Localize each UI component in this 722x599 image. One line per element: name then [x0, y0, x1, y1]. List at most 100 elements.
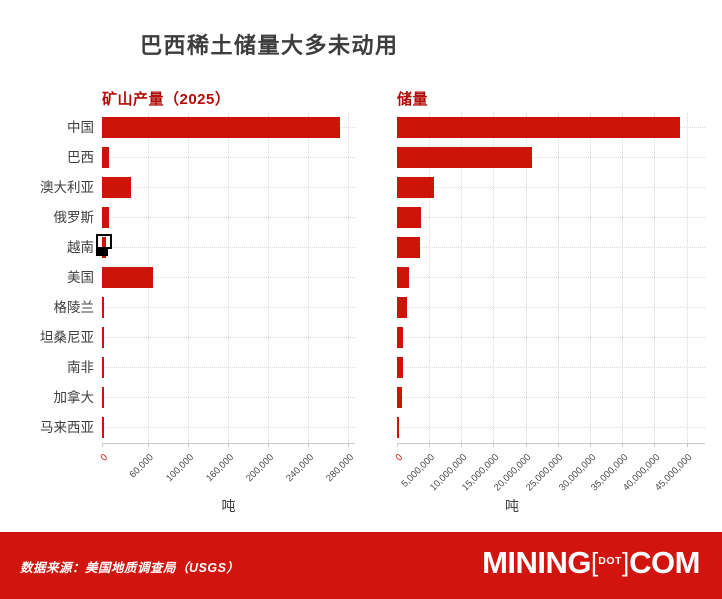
production-chart: 0 60,000 100,000 160,000 200,000 240,000 280,0… — [96, 113, 356, 505]
vertical-gridline — [347, 113, 349, 443]
country-label: 俄罗斯 — [53, 210, 95, 225]
reserves-chart-title: 储量 — [397, 91, 429, 108]
source-note: 数据来源：美国地质调查局（USGS） — [20, 561, 240, 575]
x-tick-label: 0 — [98, 452, 110, 464]
logo-bracket-open: [ — [591, 547, 599, 577]
vertical-gridline — [557, 113, 559, 443]
x-tick-label: 60,000 — [127, 452, 156, 481]
horizontal-gridline — [102, 427, 355, 428]
axis-tick-mark — [227, 443, 229, 447]
axis-tick-mark — [493, 443, 495, 447]
country-label: 中国 — [67, 120, 94, 135]
chart-row — [102, 113, 355, 143]
data-bar — [102, 147, 110, 168]
data-bar — [397, 117, 681, 138]
data-bar — [397, 147, 533, 168]
data-bar — [102, 357, 104, 378]
production-unit-label: 吨 — [221, 498, 236, 514]
country-label: 巴西 — [67, 150, 94, 165]
chart-row — [397, 353, 705, 383]
axis-tick-mark — [347, 443, 349, 447]
chart-row — [397, 263, 705, 293]
vertical-gridline — [461, 113, 463, 443]
reserves-chart: 0 5,000,000 10,000,000 15,000,000 20,000,000… — [393, 113, 705, 505]
axis-tick-mark — [557, 443, 559, 447]
data-bar — [102, 207, 110, 228]
chart-row — [397, 323, 705, 353]
x-axis-line — [102, 443, 355, 444]
country-label: 南非 — [67, 360, 94, 375]
data-bar — [102, 387, 104, 408]
data-bar — [102, 417, 104, 438]
horizontal-gridline — [397, 397, 705, 398]
axis-tick-mark — [102, 443, 103, 447]
reserves-unit-label: 吨 — [505, 498, 519, 514]
chart-row — [102, 203, 355, 233]
data-bar — [102, 177, 132, 198]
footer-bar: 数据来源：美国地质调查局（USGS） MINING[DOT]COM — [0, 532, 722, 599]
vertical-gridline — [493, 113, 495, 443]
page-title: 巴西稀土储量大多未动用 — [140, 33, 399, 58]
horizontal-gridline — [397, 247, 705, 248]
x-tick-label: 280,000 — [323, 452, 356, 485]
vertical-gridline — [654, 113, 656, 443]
country-axis-labels: 中国 巴西 澳大利亚 俄罗斯 越南 美国 格陵兰 坦桑尼亚 南非 加拿大 马来西亚 — [0, 113, 96, 443]
data-bar — [102, 267, 154, 288]
chart-row — [397, 413, 705, 443]
axis-tick-mark — [307, 443, 309, 447]
horizontal-gridline — [102, 217, 355, 218]
chart-row — [102, 323, 355, 353]
x-tick-label: 0 — [393, 452, 405, 464]
axis-tick-mark — [461, 443, 463, 447]
chart-row — [397, 143, 705, 173]
country-label: 越南 — [67, 240, 94, 255]
horizontal-gridline — [397, 277, 705, 278]
vertical-gridline — [525, 113, 527, 443]
horizontal-gridline — [397, 187, 705, 188]
data-bar — [102, 297, 104, 318]
horizontal-gridline — [397, 367, 705, 368]
axis-tick-mark — [654, 443, 656, 447]
data-bar — [397, 177, 434, 198]
chart-row — [397, 173, 705, 203]
horizontal-gridline — [102, 187, 355, 188]
horizontal-gridline — [102, 247, 355, 248]
data-bar — [397, 297, 407, 318]
axis-tick-mark — [590, 443, 592, 447]
data-bar — [102, 327, 104, 348]
data-bar — [397, 387, 403, 408]
axis-tick-mark — [686, 443, 688, 447]
horizontal-gridline — [397, 307, 705, 308]
data-bar — [397, 357, 403, 378]
chart-row — [102, 413, 355, 443]
country-label: 格陵兰 — [53, 300, 95, 315]
data-bar — [397, 417, 399, 438]
vertical-gridline — [429, 113, 431, 443]
logo-bracket-close: ] — [621, 547, 630, 577]
axis-tick-mark — [148, 443, 150, 447]
country-label: 澳大利亚 — [40, 180, 94, 195]
axis-tick-mark — [429, 443, 431, 447]
axis-tick-mark — [397, 443, 398, 447]
chart-row — [102, 293, 355, 323]
chart-row — [102, 263, 355, 293]
chart-row — [102, 383, 355, 413]
axis-tick-mark — [188, 443, 190, 447]
vertical-gridline — [590, 113, 592, 443]
horizontal-gridline — [102, 337, 355, 338]
vertical-gridline — [227, 113, 229, 443]
horizontal-gridline — [102, 307, 355, 308]
vertical-gridline — [622, 113, 624, 443]
horizontal-gridline — [102, 367, 355, 368]
data-bar — [397, 267, 410, 288]
country-label: 加拿大 — [53, 390, 95, 405]
cursor-artifact-foot — [96, 247, 108, 256]
chart-row — [102, 233, 355, 263]
production-chart-title: 矿山产量（2025） — [102, 91, 231, 108]
x-tick-label: 240,000 — [283, 452, 316, 485]
vertical-gridline — [188, 113, 190, 443]
chart-row — [102, 143, 355, 173]
x-axis-line — [397, 443, 705, 444]
axis-tick-mark — [525, 443, 527, 447]
horizontal-gridline — [397, 157, 705, 158]
